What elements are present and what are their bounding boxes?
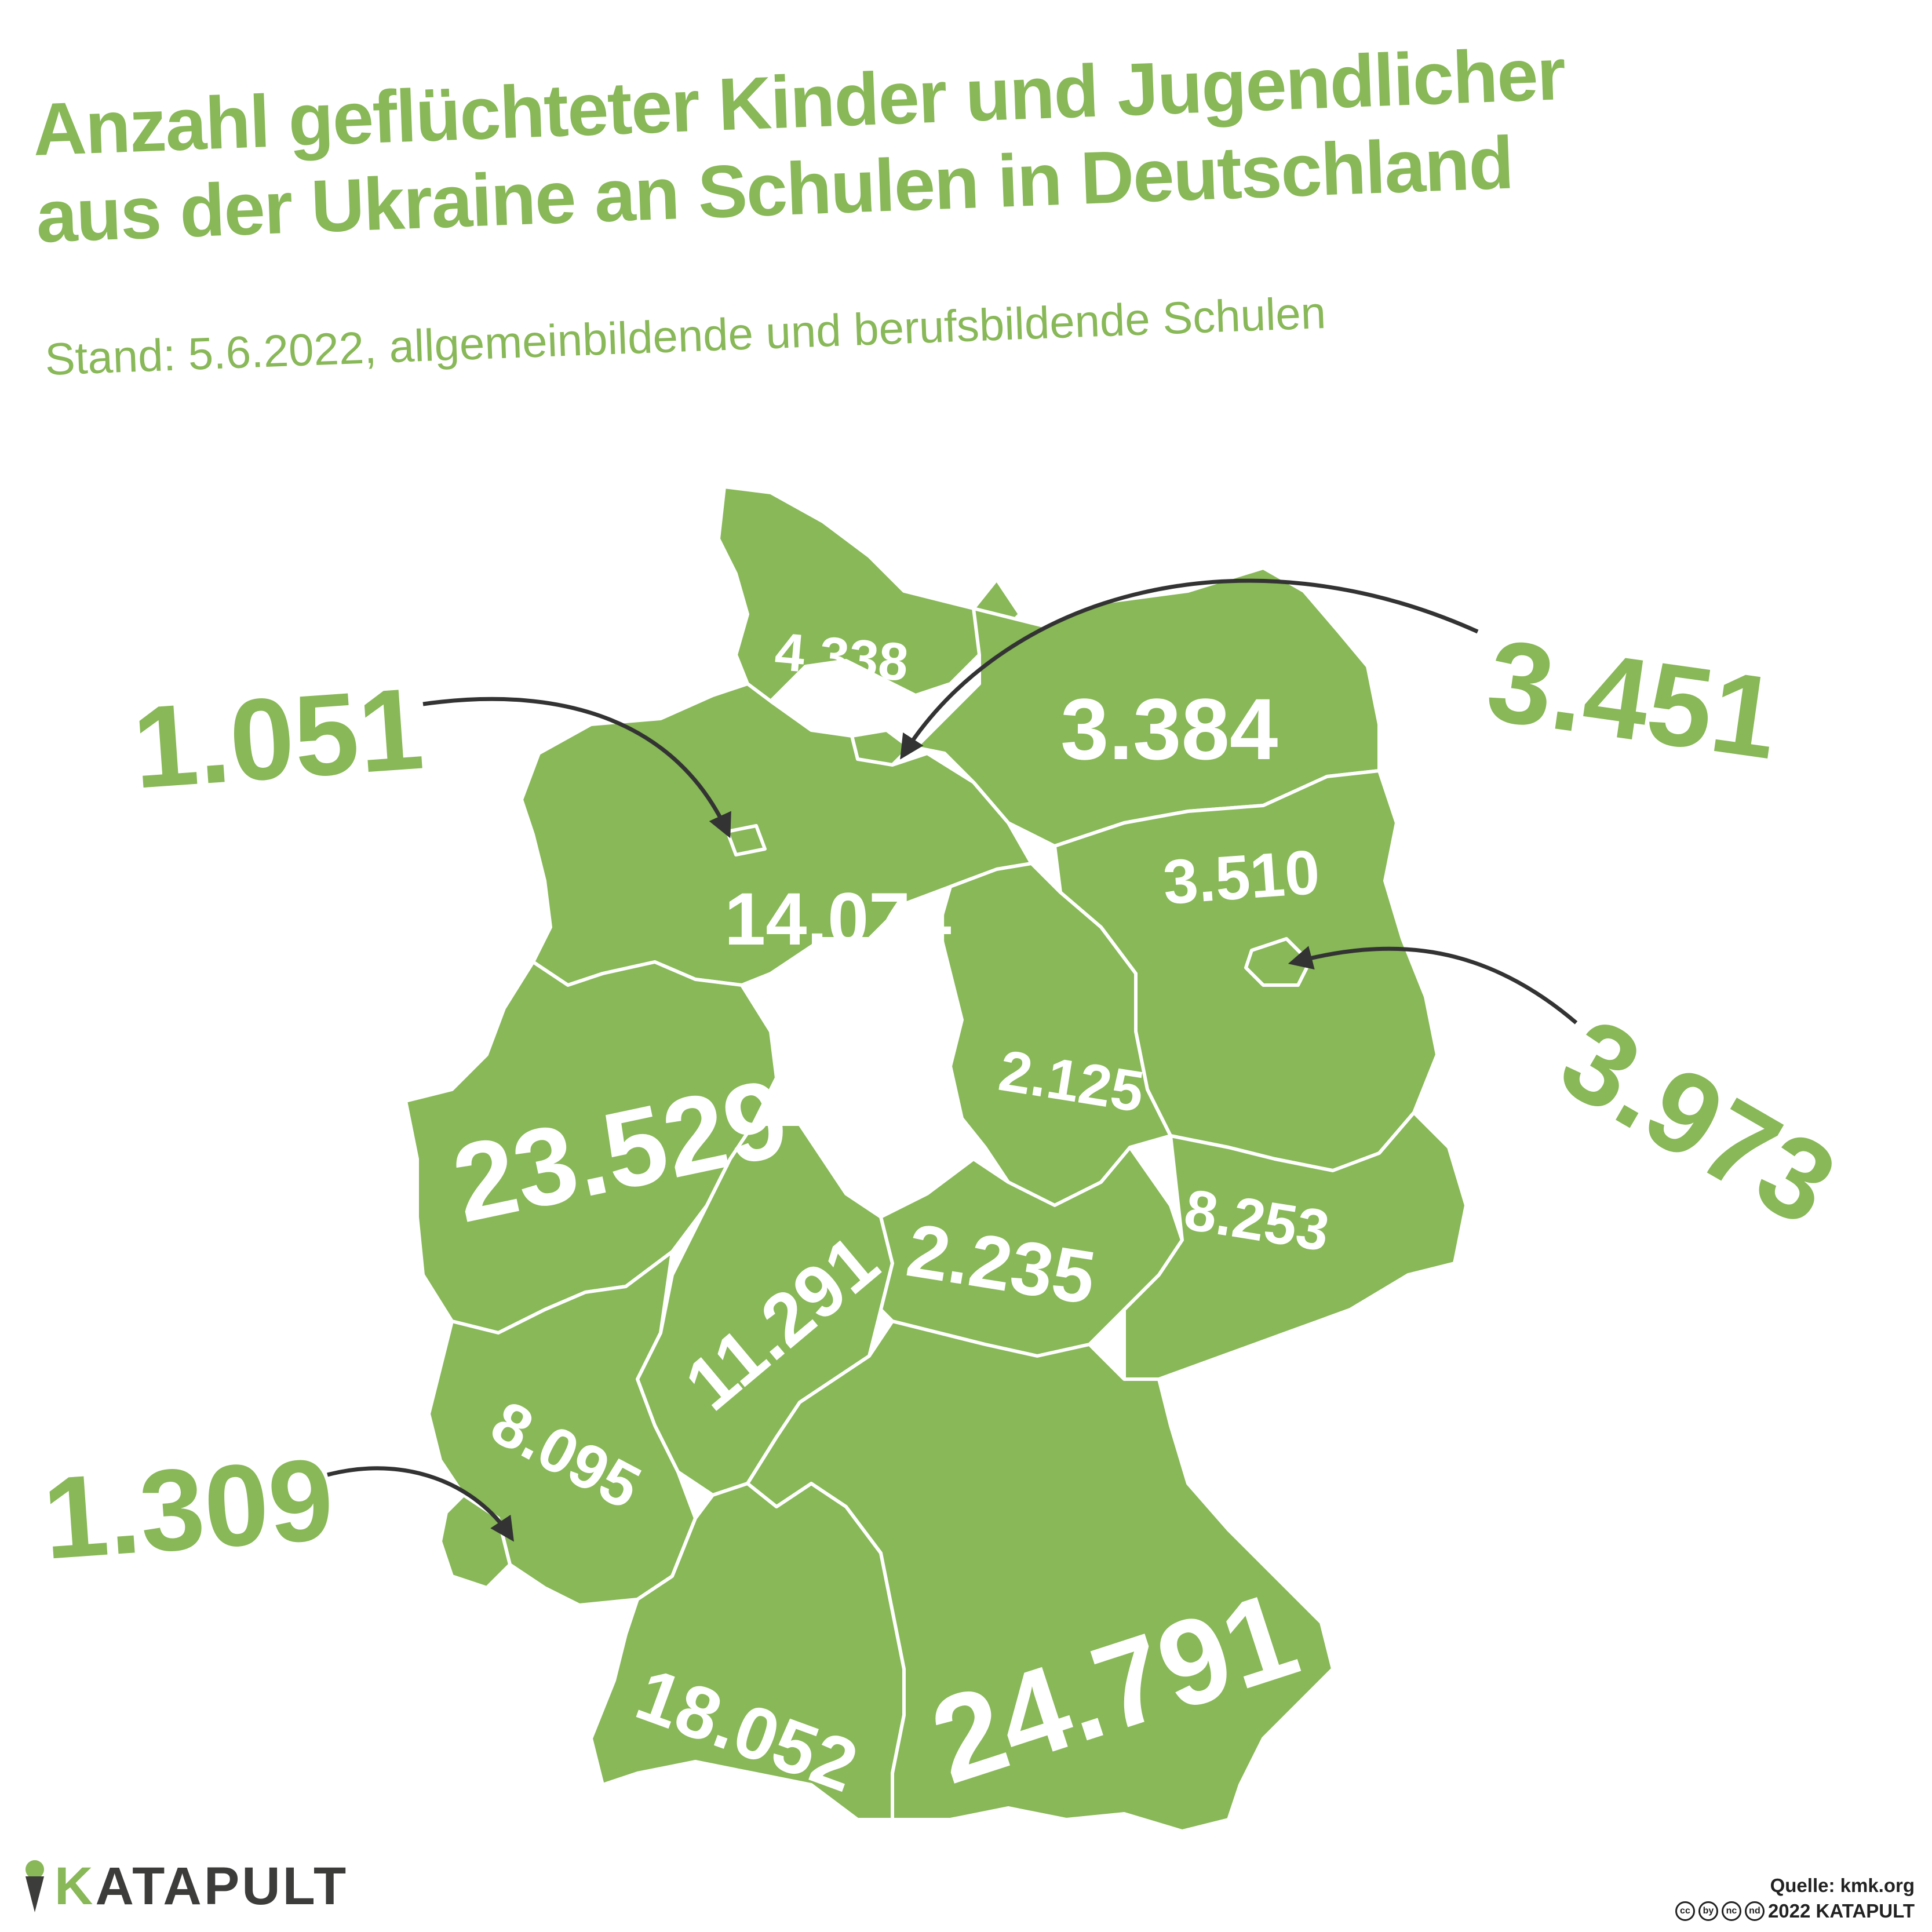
- logo-text: KATAPULT: [54, 1856, 349, 1916]
- source-info: Quelle: kmk.org cc by nc nd 2022 KATAPUL…: [1675, 1873, 1915, 1924]
- label-saarland: 1.309: [39, 1435, 337, 1584]
- nd-icon: nd: [1744, 1901, 1765, 1921]
- katapult-logo: KATAPULT: [23, 1854, 348, 1918]
- arrow-bremen: [422, 697, 731, 839]
- state-schleswig-holstein: [717, 485, 1022, 703]
- label-brandenburg: 3.510: [1161, 836, 1322, 917]
- cc-icon: cc: [1675, 1901, 1695, 1921]
- label-schleswig-holstein: 4.338: [772, 622, 910, 692]
- label-bremen: 1.051: [129, 664, 427, 813]
- label-niedersachsen: 14.074: [724, 878, 952, 961]
- source-text: Quelle: kmk.org: [1770, 1875, 1915, 1896]
- arrow-saarland: [327, 1466, 514, 1542]
- ice-cream-cone-icon: [25, 1860, 44, 1912]
- arrow-hamburg: [900, 578, 1479, 760]
- nc-icon: nc: [1721, 1901, 1741, 1921]
- arrow-berlin: [1288, 946, 1578, 1025]
- state-bayern: [746, 1319, 1335, 1833]
- label-berlin: 3.973: [1541, 993, 1857, 1250]
- label-mecklenburg-vorpommern: 3.384: [1060, 680, 1278, 778]
- license-row: cc by nc nd 2022 KATAPULT: [1675, 1898, 1915, 1924]
- by-icon: by: [1698, 1901, 1718, 1921]
- label-hamburg: 3.451: [1480, 615, 1785, 783]
- state-sachsen: [1122, 1111, 1468, 1381]
- copyright-text: 2022 KATAPULT: [1767, 1900, 1915, 1922]
- state-bremen: [726, 824, 767, 856]
